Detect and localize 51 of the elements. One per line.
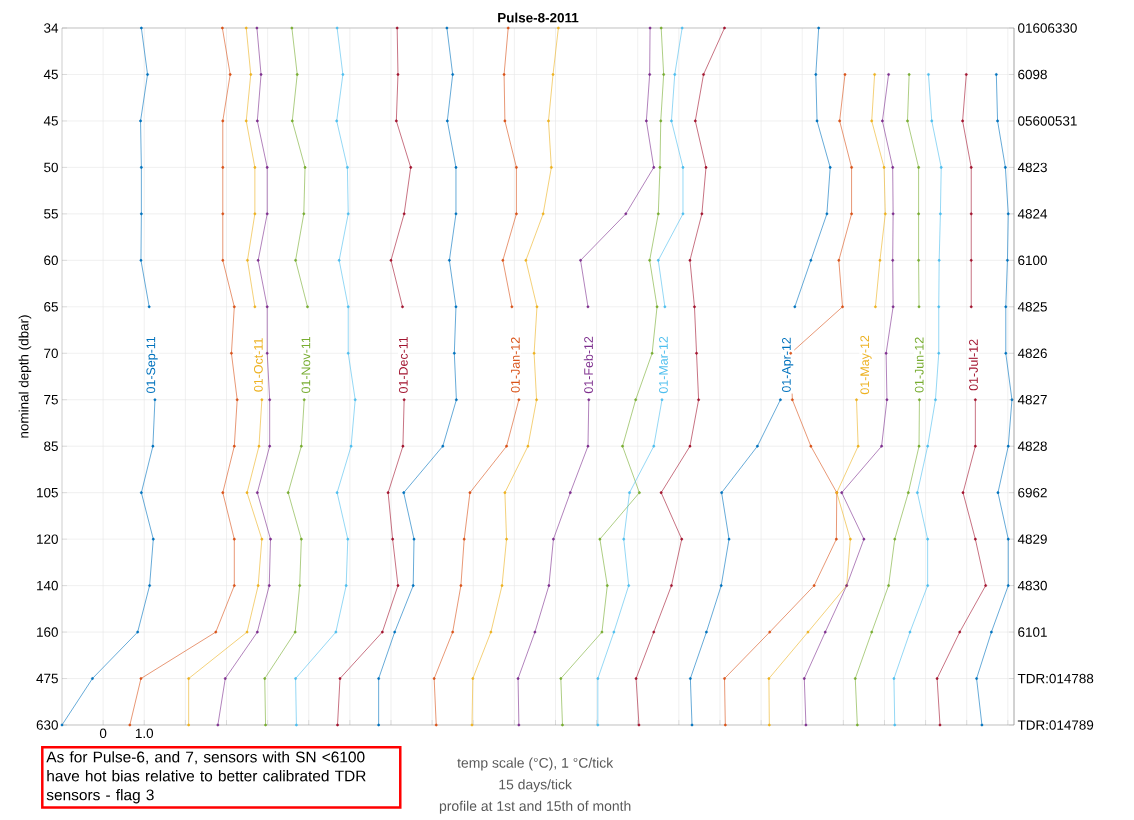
y2-tick-label: 4824: [1017, 209, 1048, 219]
y2-tick-label: 4828: [1017, 441, 1047, 451]
text: 01-Jun-12: [914, 337, 924, 393]
text: As for Pulse-6, and 7, sensors with SN <6100 have hot bias relative to better calibrated TDR sensors - flag 3: [46, 751, 366, 804]
y2-tick-label: TDR:014789: [1017, 720, 1094, 730]
y-tick-label: 70: [44, 348, 58, 359]
y-tick-label: 75: [44, 395, 58, 405]
y2-tick-label: TDR:014788: [1017, 673, 1094, 684]
y2-tick-label: 6098: [1018, 69, 1047, 80]
y2-tick-label: 01606330: [1018, 23, 1077, 33]
text: temp scale (°C), 1 °C/tick: [457, 757, 614, 771]
y-tick-label: 34: [44, 23, 59, 33]
y-axis-title: nominal depth (dbar): [18, 315, 32, 438]
y2-tick-label: 4830: [1017, 580, 1047, 591]
y-tick-label: 630: [36, 720, 58, 730]
y-tick-label: 50: [44, 162, 58, 173]
y2-tick-label: 05600531: [1018, 116, 1077, 126]
y2-tick-label: 4829: [1017, 534, 1047, 544]
y-tick-label: 45: [43, 69, 58, 80]
y-tick-label: 60: [44, 255, 58, 266]
y2-tick-label: 6101: [1018, 627, 1047, 637]
y-tick-label: 120: [37, 534, 58, 544]
y2-tick-label: 4827: [1017, 394, 1047, 405]
chart-title: Pulse-8-2011: [498, 12, 579, 23]
y-tick-label: 55: [44, 209, 58, 219]
y-tick-label: 140: [37, 580, 58, 591]
y2-tick-label: 6962: [1018, 487, 1047, 498]
y-tick-label: 65: [44, 302, 58, 312]
text: 01-Mar-12: [659, 336, 668, 394]
text: 15 days/tick: [499, 779, 572, 793]
y2-tick-label: 4823: [1017, 162, 1047, 173]
y-tick-label: 160: [37, 627, 58, 637]
y-tick-label: 105: [37, 487, 58, 498]
text: 01-Dec-11: [398, 336, 408, 394]
text: profile at 1st and 15th of month: [439, 800, 631, 814]
y2-tick-label: 6100: [1018, 255, 1047, 266]
text: 01-Sep-11: [146, 336, 158, 394]
text: 01-Jan-12: [510, 337, 520, 393]
text: 01-Oct-11: [253, 338, 263, 392]
y-tick-label: 45: [43, 116, 58, 126]
x-tick-label: 1.0: [135, 728, 154, 739]
y2-tick-label: 4825: [1017, 302, 1047, 312]
y-tick-label: 85: [44, 441, 58, 451]
y-tick-label: 475: [36, 673, 58, 684]
text: 01-Feb-12: [583, 336, 593, 394]
text: 01-Jul-12: [968, 339, 978, 391]
y2-tick-label: 4826: [1017, 348, 1047, 359]
text: 01-Nov-11: [301, 336, 311, 394]
x-tick-label: 0: [99, 728, 107, 739]
text: 01-Apr-12: [781, 337, 794, 393]
text: 01-May-12: [860, 335, 872, 395]
